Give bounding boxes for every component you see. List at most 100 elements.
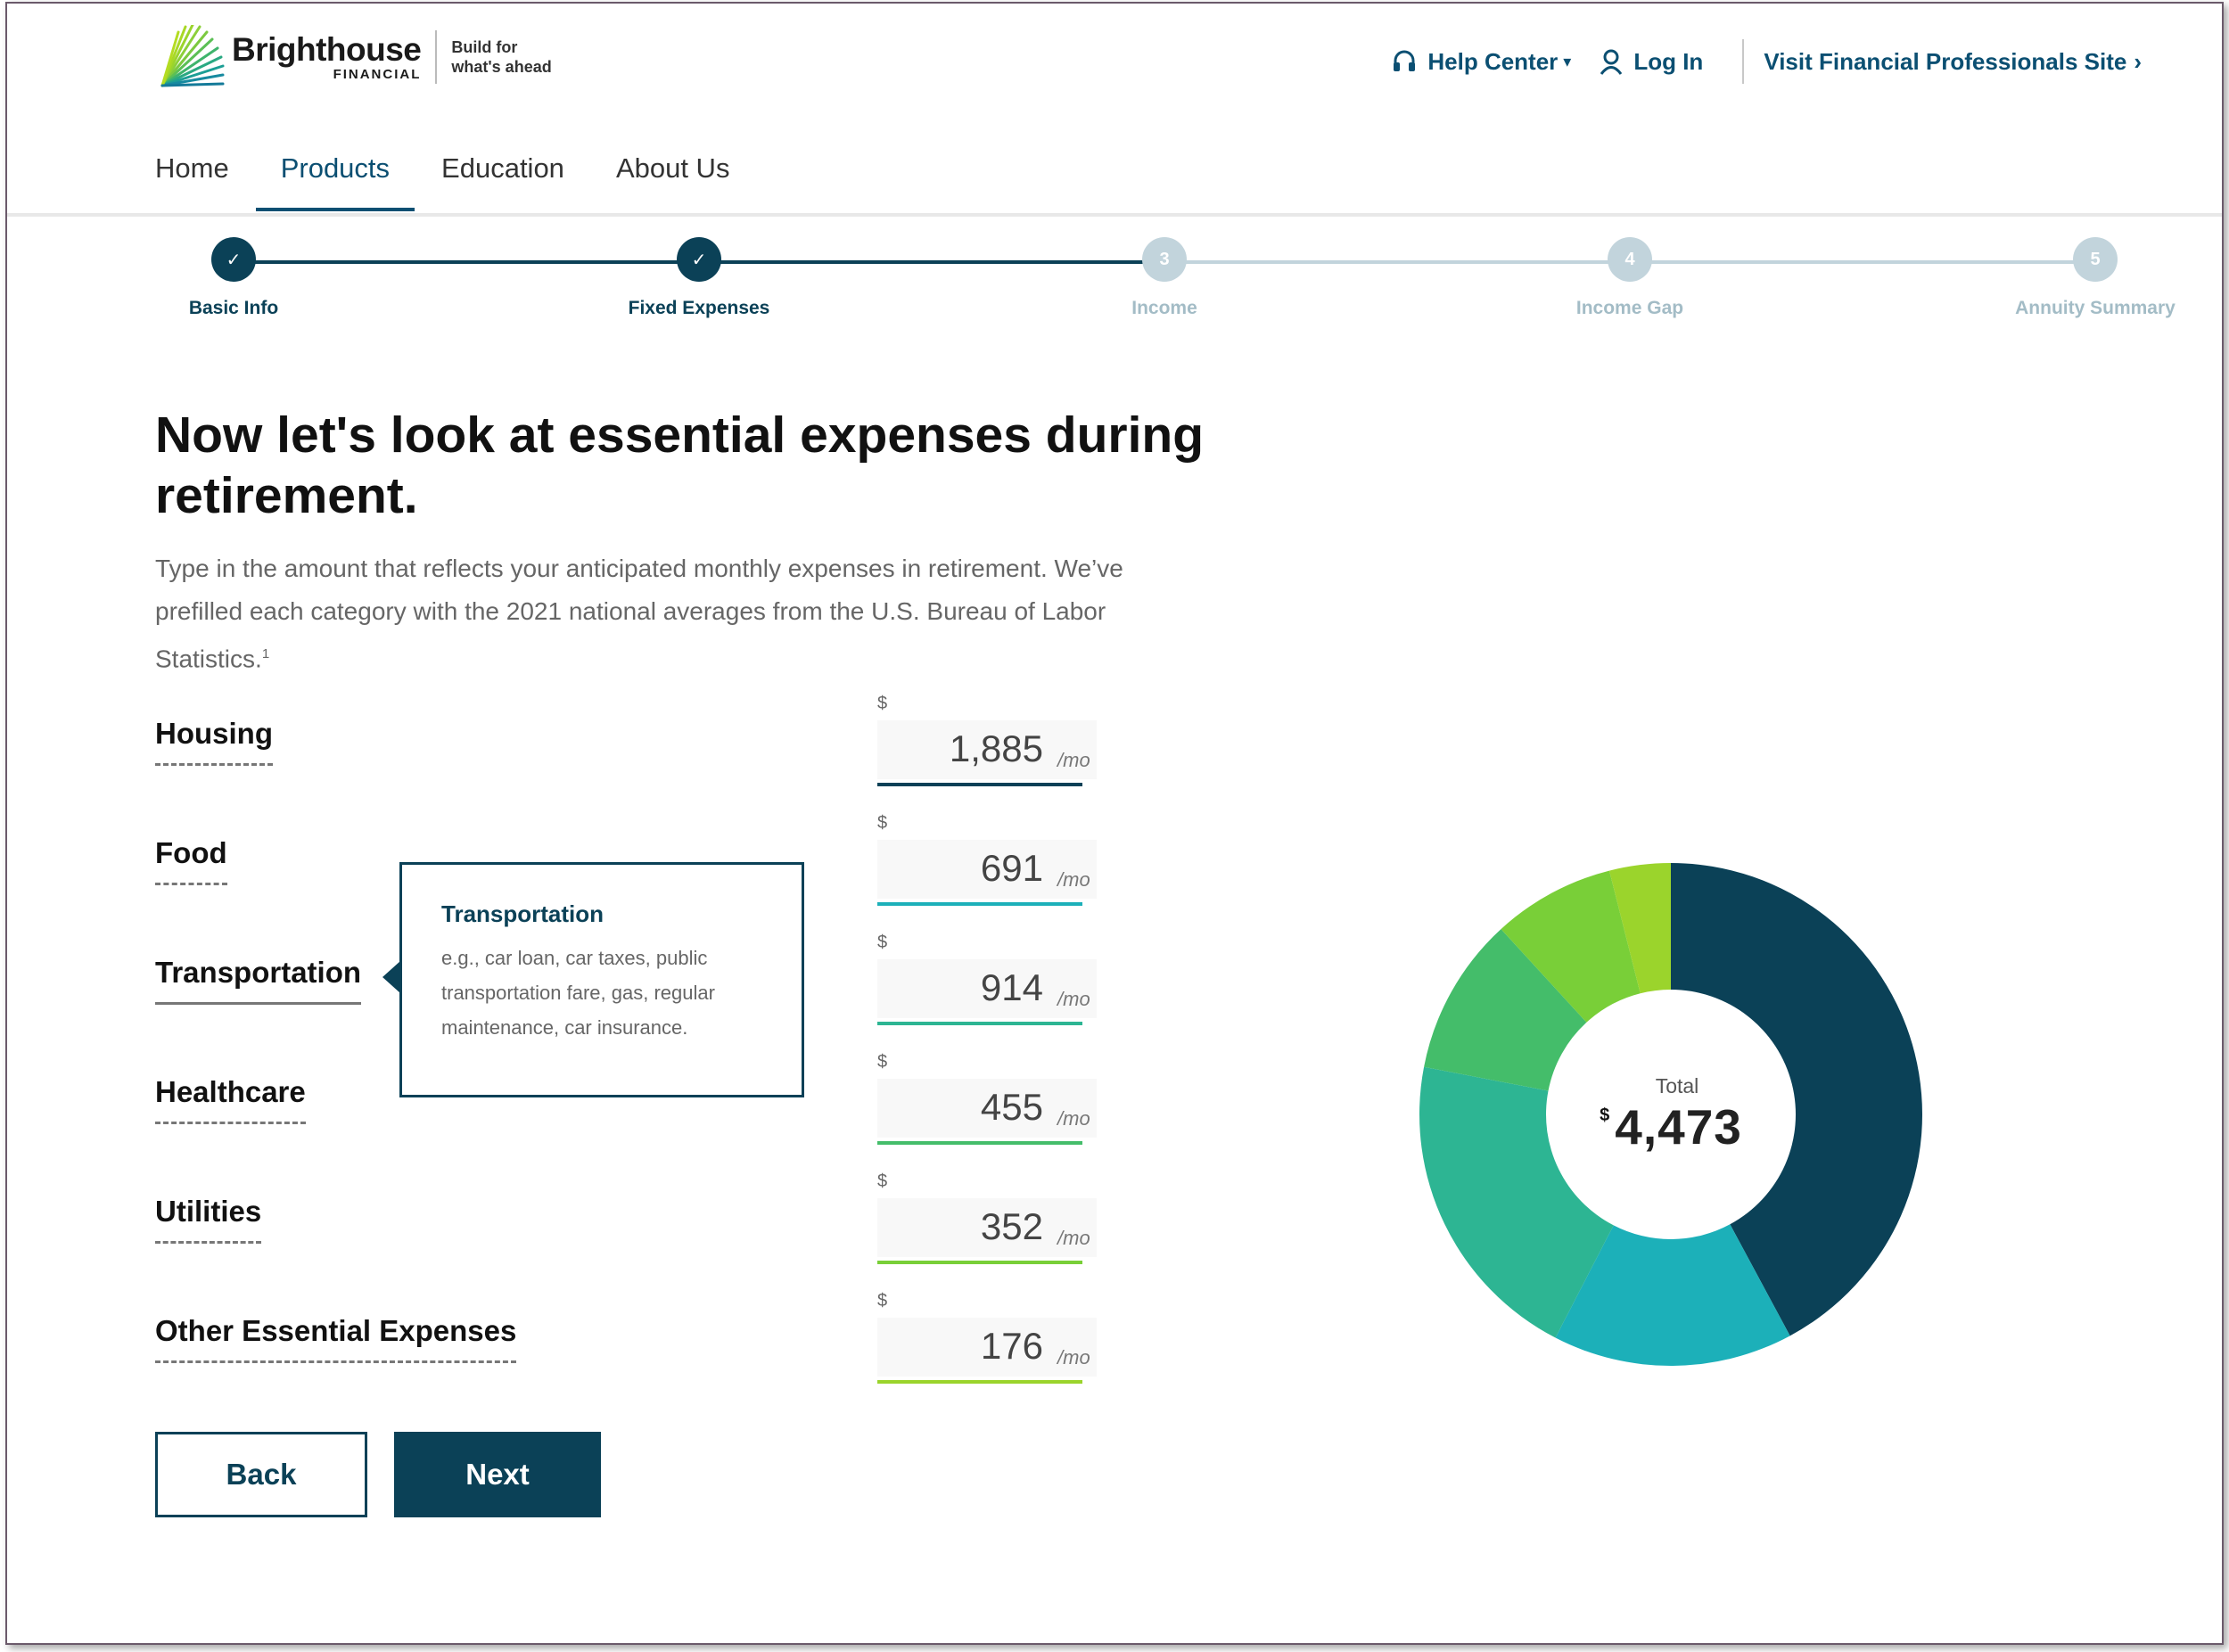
utilities-amount-field[interactable]: $ 352 /mo (877, 1171, 1109, 1264)
brand-sub: FINANCIAL (333, 66, 422, 82)
category-food[interactable]: Food (155, 836, 227, 885)
intro-body: Type in the amount that reflects your an… (155, 555, 1123, 673)
help-center-link[interactable]: Help Center ▾ (1392, 48, 1571, 76)
brand-name: Brighthouse (232, 30, 422, 68)
field-underline (877, 902, 1082, 906)
logo-divider (435, 30, 438, 84)
input-background (877, 840, 1097, 899)
nav-divider (7, 213, 2222, 217)
tooltip-body: e.g., car loan, car taxes, public transp… (441, 947, 715, 1039)
checkmark-icon: ✓ (211, 237, 256, 282)
donut-slice-utilities[interactable] (1501, 870, 1641, 1023)
step-number: 3 (1142, 237, 1187, 282)
checkmark-icon: ✓ (677, 237, 721, 282)
links-divider (1742, 39, 1745, 84)
category-utilities[interactable]: Utilities (155, 1195, 262, 1244)
step-annuity-summary: 5 Annuity Summary (1988, 237, 2202, 319)
input-background (877, 1079, 1097, 1138)
housing-amount-field[interactable]: $ 1,885 /mo (877, 694, 1109, 786)
currency-symbol: $ (877, 813, 888, 833)
currency-symbol: $ (877, 694, 888, 713)
step-label: Fixed Expenses (628, 298, 770, 318)
currency-symbol: $ (877, 1291, 888, 1311)
nav-products[interactable]: Products (255, 142, 415, 211)
page-title: Now let's look at essential expenses dur… (155, 407, 1205, 524)
next-button[interactable]: Next (394, 1432, 601, 1517)
unit-label: /mo (1057, 1346, 1090, 1368)
field-underline (877, 1380, 1082, 1384)
amount-value[interactable]: 914 (980, 966, 1043, 1008)
amount-value[interactable]: 691 (980, 847, 1043, 889)
donut-slice-housing[interactable] (1671, 863, 1922, 1336)
tooltip-title: Transportation (441, 900, 605, 927)
field-underline (877, 1022, 1082, 1025)
logo-sunburst-icon (160, 25, 225, 87)
app-frame: Brighthouse FINANCIAL Build for what's a… (5, 2, 2224, 1645)
donut-slice-food[interactable] (1555, 1224, 1790, 1366)
step-income-gap: 4 Income Gap (1523, 237, 1737, 319)
intro-text: Type in the amount that reflects your an… (155, 547, 1172, 680)
category-other-essential[interactable]: Other Essential Expenses (155, 1314, 517, 1363)
step-label: Income Gap (1575, 298, 1684, 318)
amount-value[interactable]: 176 (980, 1325, 1043, 1367)
financial-professionals-link[interactable]: Visit Financial Professionals Site › (1764, 48, 2142, 76)
unit-label: /mo (1057, 749, 1090, 771)
input-background (877, 959, 1097, 1018)
step-label: Income (1131, 298, 1197, 318)
nav-education[interactable]: Education (441, 152, 564, 184)
unit-label: /mo (1057, 1107, 1090, 1130)
healthcare-amount-field[interactable]: $ 455 /mo (877, 1052, 1109, 1145)
expense-donut-chart: Total $ 4,473 (1412, 856, 1929, 1373)
user-icon (1600, 49, 1623, 75)
input-background (877, 720, 1097, 779)
utility-links: Help Center ▾ Log In Visit Financial Pro… (1392, 39, 2142, 84)
currency-symbol: $ (877, 1171, 888, 1191)
step-income: 3 Income (1057, 237, 1271, 319)
nav-home[interactable]: Home (155, 152, 229, 184)
donut-svg (1419, 863, 1922, 1366)
other-essential-amount-field[interactable]: $ 176 /mo (877, 1291, 1109, 1384)
step-fixed-expenses[interactable]: ✓ Fixed Expenses (592, 237, 806, 319)
step-basic-info[interactable]: ✓ Basic Info (127, 237, 341, 319)
food-amount-field[interactable]: $ 691 /mo (877, 813, 1109, 906)
financial-professionals-label: Visit Financial Professionals Site (1764, 47, 2127, 75)
currency-symbol: $ (877, 1052, 888, 1072)
donut-slice-healthcare[interactable] (1424, 929, 1587, 1091)
transportation-amount-field[interactable]: $ 914 /mo (877, 933, 1109, 1025)
headset-icon (1394, 50, 1416, 71)
unit-label: /mo (1057, 988, 1090, 1010)
category-transportation[interactable]: Transportation (155, 956, 362, 1005)
currency-symbol: $ (877, 933, 888, 952)
field-underline (877, 1261, 1082, 1264)
category-healthcare[interactable]: Healthcare (155, 1075, 306, 1124)
brand-tagline-2: what's ahead (451, 58, 552, 76)
progress-stepper: ✓ Basic Info ✓ Fixed Expenses 3 Income 4… (7, 237, 2222, 335)
chevron-right-icon: › (2134, 47, 2142, 75)
nav-about-us[interactable]: About Us (615, 152, 730, 184)
field-underline (877, 1141, 1082, 1145)
unit-label: /mo (1057, 868, 1090, 891)
category-tooltip: Transportation e.g., car loan, car taxes… (382, 862, 804, 1097)
back-button[interactable]: Back (155, 1432, 367, 1517)
input-background (877, 1198, 1097, 1257)
step-number: 4 (1608, 237, 1652, 282)
chevron-down-icon: ▾ (1563, 52, 1572, 70)
unit-label: /mo (1057, 1227, 1090, 1249)
donut-slice-other-essential-expenses[interactable] (1608, 863, 1671, 994)
amount-value[interactable]: 352 (980, 1205, 1043, 1247)
step-label: Annuity Summary (2015, 298, 2176, 318)
amount-value[interactable]: 1,885 (949, 727, 1043, 769)
help-center-label: Help Center (1427, 47, 1559, 75)
input-background (877, 1318, 1097, 1377)
main-nav: Home Products Education About Us (155, 142, 781, 211)
donut-slice-transportation[interactable] (1419, 1066, 1614, 1338)
category-housing[interactable]: Housing (155, 717, 273, 766)
field-underline (877, 783, 1082, 786)
amount-value[interactable]: 455 (980, 1086, 1043, 1128)
step-label: Basic Info (188, 298, 279, 318)
step-number: 5 (2073, 237, 2118, 282)
brand-tagline-1: Build for (451, 38, 518, 56)
footnote-ref[interactable]: 1 (261, 646, 270, 662)
log-in-link[interactable]: Log In (1600, 48, 1703, 76)
brand-logo[interactable]: Brighthouse FINANCIAL Build for what's a… (155, 25, 552, 89)
